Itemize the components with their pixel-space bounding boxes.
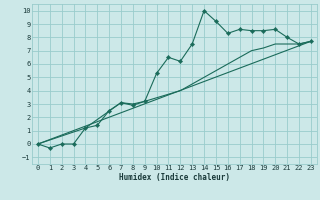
X-axis label: Humidex (Indice chaleur): Humidex (Indice chaleur) xyxy=(119,173,230,182)
